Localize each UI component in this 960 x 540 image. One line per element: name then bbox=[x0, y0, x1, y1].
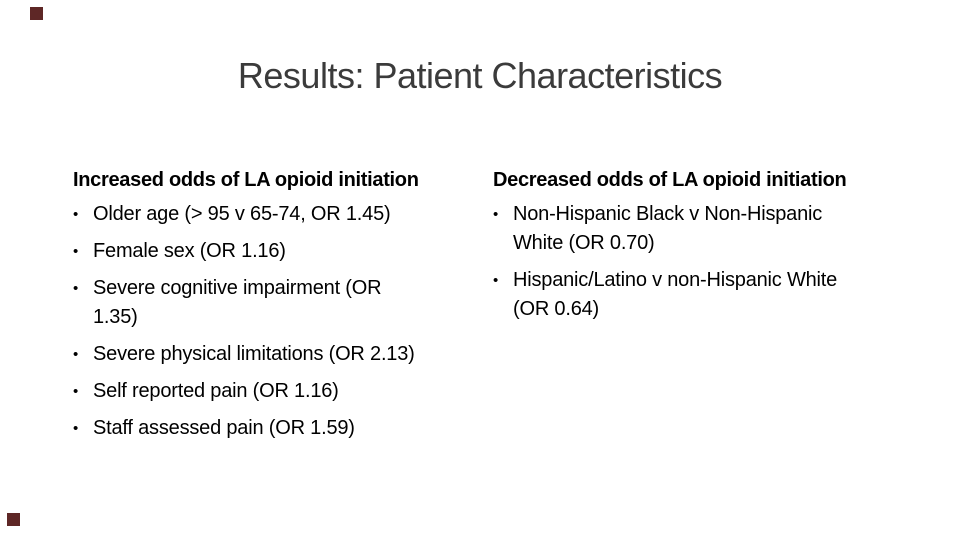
bullet-text: Staff assessed pain (OR 1.59) bbox=[93, 417, 355, 439]
bullet-item: • Older age (> 95 v 65-74, OR 1.45) bbox=[73, 200, 473, 229]
bullet-icon: • bbox=[73, 383, 79, 400]
bullet-text: Severe physical limitations (OR 2.13) bbox=[93, 343, 415, 365]
bullet-item: • Severe cognitive impairment (OR 1.35) bbox=[73, 274, 473, 332]
bullet-list-increased: • Older age (> 95 v 65-74, OR 1.45) • Fe… bbox=[73, 200, 473, 443]
bullet-item: • Female sex (OR 1.16) bbox=[73, 237, 473, 266]
column-heading-increased: Increased odds of LA opioid initiation bbox=[73, 169, 419, 191]
accent-square-bottom-left bbox=[7, 513, 20, 526]
slide-title: Results: Patient Characteristics bbox=[237, 55, 723, 96]
bullet-icon: • bbox=[73, 280, 79, 297]
column-decreased-odds: Decreased odds of LA opioid initiation •… bbox=[493, 166, 893, 332]
bullet-text: Severe cognitive impairment (OR 1.35) bbox=[93, 277, 382, 328]
bullet-text: Self reported pain (OR 1.16) bbox=[93, 380, 339, 402]
bullet-text: Non-Hispanic Black v Non-Hispanic White … bbox=[513, 203, 823, 254]
column-heading-decreased: Decreased odds of LA opioid initiation bbox=[493, 169, 847, 191]
bullet-item: • Staff assessed pain (OR 1.59) bbox=[73, 414, 473, 443]
bullet-item: • Self reported pain (OR 1.16) bbox=[73, 377, 473, 406]
bullet-icon: • bbox=[73, 346, 79, 363]
bullet-icon: • bbox=[73, 206, 79, 223]
bullet-icon: • bbox=[493, 272, 499, 289]
bullet-icon: • bbox=[493, 206, 499, 223]
column-increased-odds: Increased odds of LA opioid initiation •… bbox=[73, 166, 473, 451]
bullet-item: • Hispanic/Latino v non-Hispanic White (… bbox=[493, 266, 893, 324]
bullet-icon: • bbox=[73, 243, 79, 260]
bullet-list-decreased: • Non-Hispanic Black v Non-Hispanic Whit… bbox=[493, 200, 893, 324]
bullet-item: • Severe physical limitations (OR 2.13) bbox=[73, 340, 473, 369]
bullet-item: • Non-Hispanic Black v Non-Hispanic Whit… bbox=[493, 200, 893, 258]
bullet-text: Hispanic/Latino v non-Hispanic White (OR… bbox=[513, 269, 838, 320]
bullet-text: Older age (> 95 v 65-74, OR 1.45) bbox=[93, 203, 391, 225]
bullet-text: Female sex (OR 1.16) bbox=[93, 240, 286, 262]
accent-square-top-left bbox=[30, 7, 43, 20]
bullet-icon: • bbox=[73, 420, 79, 437]
